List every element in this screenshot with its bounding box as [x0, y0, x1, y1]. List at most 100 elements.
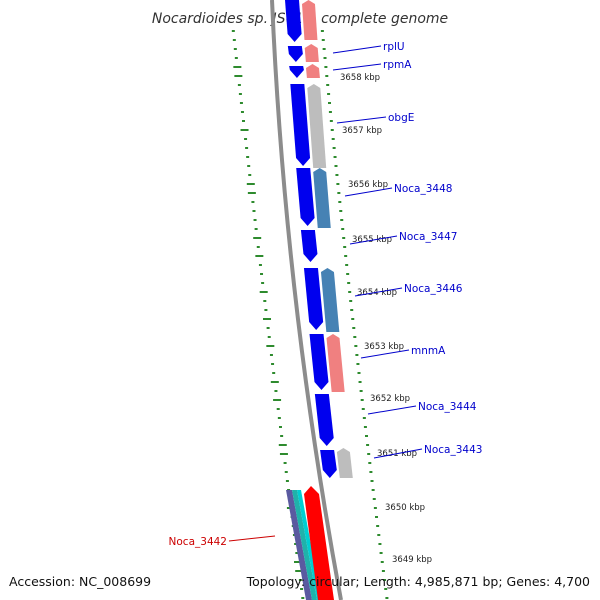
kbp-tick-label: 3650 kbp: [385, 503, 425, 513]
gc-dot: [248, 174, 252, 176]
gc-dot: [343, 246, 347, 248]
gc-dot: [237, 84, 241, 86]
gc-dot: [369, 471, 373, 473]
gene-label-leader: [344, 187, 393, 197]
gc-dot: [377, 534, 381, 536]
gc-dot: [346, 273, 350, 275]
gc-dot: [337, 192, 341, 194]
gc-dot: [372, 498, 376, 500]
gc-dot: [328, 102, 332, 104]
gene-label-leader: [367, 405, 417, 415]
gc-dot: [252, 210, 256, 212]
gc-dot: [381, 570, 385, 572]
gc-dot: [363, 426, 367, 428]
gc-dot: [254, 228, 258, 230]
genome-summary-text: Topology: circular; Length: 4,985,871 bp…: [246, 574, 590, 589]
gc-dot: [384, 588, 388, 590]
gc-dot: [298, 579, 302, 581]
gc-dot: [270, 381, 279, 383]
gene-label: Noca_3448: [394, 183, 452, 195]
gc-dot: [260, 273, 264, 275]
gc-dot: [253, 219, 257, 221]
gc-dot: [334, 165, 338, 167]
gc-dot: [365, 435, 369, 437]
gc-dot: [348, 291, 352, 293]
gc-dot: [240, 111, 244, 113]
gc-dot: [324, 66, 328, 68]
gc-dot: [271, 363, 275, 365]
gc-dot: [234, 57, 238, 59]
gene-label-leader: [332, 63, 382, 71]
gene-label: rpmA: [383, 59, 412, 71]
reverse-cds-arrow: [326, 334, 345, 392]
forward-cds-arrow: [287, 46, 303, 62]
gc-dot: [278, 426, 282, 428]
gc-dot: [328, 111, 332, 113]
gc-dot: [233, 66, 242, 68]
gc-dot: [322, 48, 326, 50]
gc-dot: [261, 282, 265, 284]
gc-dot: [367, 453, 371, 455]
gc-dot: [366, 444, 370, 446]
gc-dot: [361, 408, 365, 410]
gc-dot: [345, 264, 349, 266]
kbp-tick-label: 3657 kbp: [342, 126, 382, 136]
gene-label: Noca_3443: [424, 444, 482, 456]
gc-dot: [294, 561, 303, 563]
gc-dot: [370, 480, 374, 482]
gc-dot: [273, 399, 282, 401]
gc-dot: [238, 93, 242, 95]
gc-dot: [274, 390, 278, 392]
gc-dot: [329, 120, 333, 122]
gc-dot: [368, 462, 372, 464]
kbp-tick-label: 3656 kbp: [348, 180, 388, 190]
reverse-cds-arrow: [336, 448, 353, 478]
gene-label-leader: [228, 535, 276, 542]
gc-dot: [383, 579, 387, 581]
gc-dot: [344, 255, 348, 257]
reverse-cds-arrow: [307, 84, 327, 168]
forward-cds-arrow: [320, 450, 337, 478]
forward-cds-arrow: [300, 230, 318, 262]
gc-dot: [285, 480, 289, 482]
gc-dot: [272, 372, 276, 374]
gc-dot: [266, 327, 270, 329]
gc-dot: [378, 543, 382, 545]
gc-dot: [371, 489, 375, 491]
accession-text: Accession: NC_008699: [9, 574, 151, 589]
reverse-cds-arrow: [302, 0, 318, 40]
forward-cds-arrow: [296, 168, 315, 226]
gc-dot: [277, 417, 281, 419]
gc-dot: [321, 39, 325, 41]
gc-dot: [385, 597, 389, 599]
gc-dot: [244, 138, 248, 140]
gc-dot: [351, 318, 355, 320]
gc-dot: [325, 75, 329, 77]
gc-dot: [231, 30, 235, 32]
gc-dot: [263, 318, 272, 320]
gc-dot: [352, 327, 356, 329]
gc-dot: [362, 417, 366, 419]
kbp-tick-label: 3649 kbp: [392, 555, 432, 565]
gc-dot: [278, 444, 287, 446]
gc-dot: [341, 228, 345, 230]
kbp-tick-label: 3652 kbp: [370, 394, 410, 404]
gc-dot: [336, 183, 340, 185]
kbp-tick-label: 3654 kbp: [357, 288, 397, 298]
gene-label: Noca_3444: [418, 401, 477, 413]
gc-dot: [357, 372, 361, 374]
gene-label: Noca_3446: [404, 283, 463, 295]
forward-cds-arrow: [290, 84, 311, 166]
gc-dot: [234, 75, 243, 77]
gc-dot: [294, 543, 298, 545]
gc-dot: [358, 381, 362, 383]
gene-label-leader: [354, 287, 403, 297]
gc-dot: [300, 588, 304, 590]
gc-dot: [359, 390, 363, 392]
gc-dot: [253, 237, 262, 239]
gene-label-leader: [373, 448, 423, 459]
forward-cds-arrow: [309, 334, 329, 390]
gc-dot: [245, 147, 249, 149]
gc-dot: [240, 129, 249, 131]
gene-label: obgE: [388, 112, 414, 124]
